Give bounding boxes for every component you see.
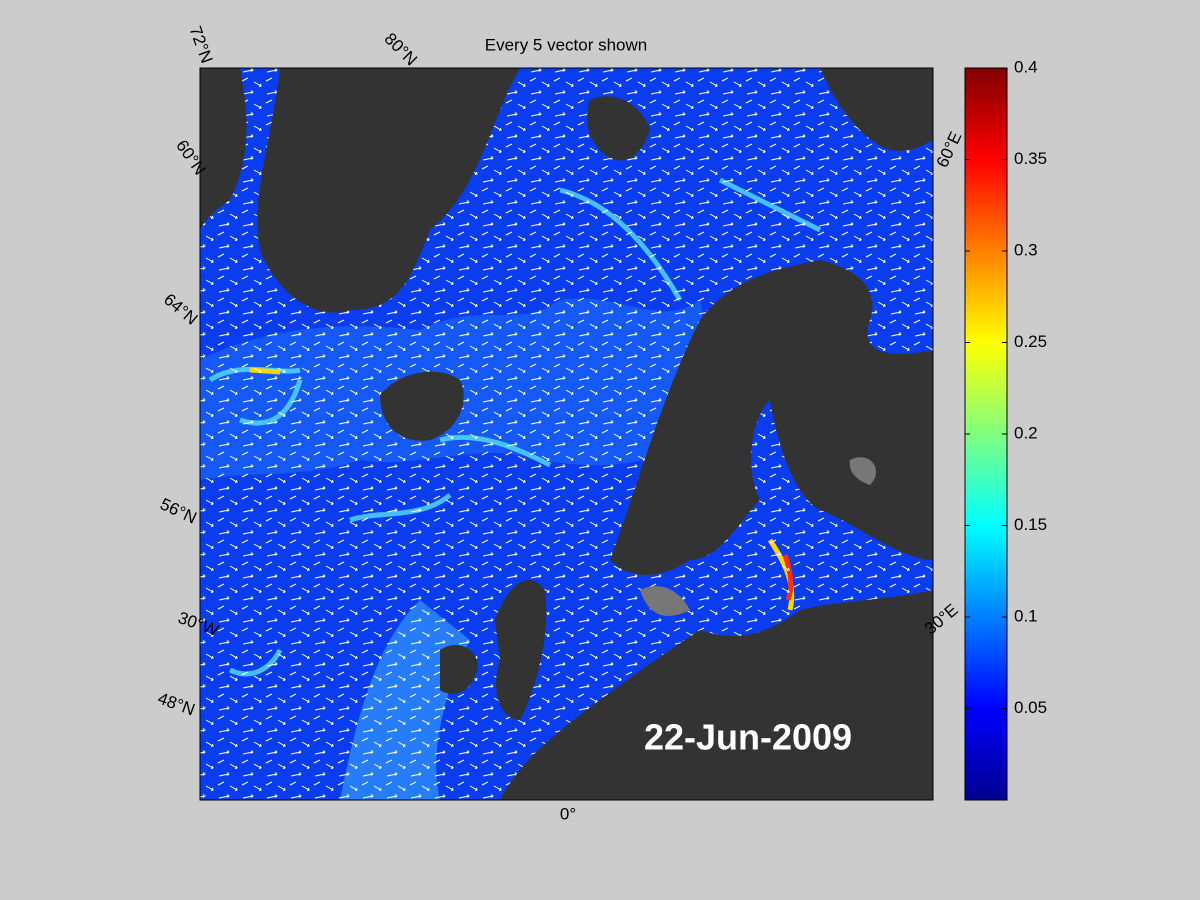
graticule-label: 0° (560, 804, 576, 823)
land-novaya (820, 68, 933, 151)
colorbar-tick-label: 0.15 (1014, 515, 1047, 534)
land-scandinavia (610, 260, 933, 575)
colorbar-tick-label: 0.3 (1014, 240, 1038, 259)
colorbar-tick-label: 0.2 (1014, 423, 1038, 442)
graticule-label: 64°N (160, 290, 201, 329)
colorbar-tick-label: 0.25 (1014, 332, 1047, 351)
graticule-label: 60°E (933, 129, 966, 171)
land-iceland (380, 371, 464, 441)
land-ireland (440, 645, 478, 694)
map (200, 68, 933, 800)
graticule-label: 56°N (157, 494, 199, 527)
map-frame (199, 67, 934, 801)
colorbar-tick-label: 0.05 (1014, 698, 1047, 717)
colorbar-tick-label: 0.4 (1014, 57, 1038, 76)
land-britain (495, 580, 547, 720)
land-greenland (257, 68, 520, 313)
land-canada (200, 68, 247, 230)
graticule-label: 48°N (155, 689, 197, 720)
colorbar-tick-label: 0.1 (1014, 606, 1038, 625)
graticule-label: 80°N (381, 29, 421, 69)
graticule-label: 72°N (186, 24, 217, 66)
map-title: Every 5 vector shown (485, 35, 648, 54)
colorbar (964, 67, 1008, 801)
date-label: 22-Jun-2009 (644, 717, 852, 758)
land-svalbard (587, 96, 650, 161)
lake (640, 457, 877, 616)
land-europe (500, 590, 933, 800)
colorbar-tick-label: 0.35 (1014, 149, 1047, 168)
